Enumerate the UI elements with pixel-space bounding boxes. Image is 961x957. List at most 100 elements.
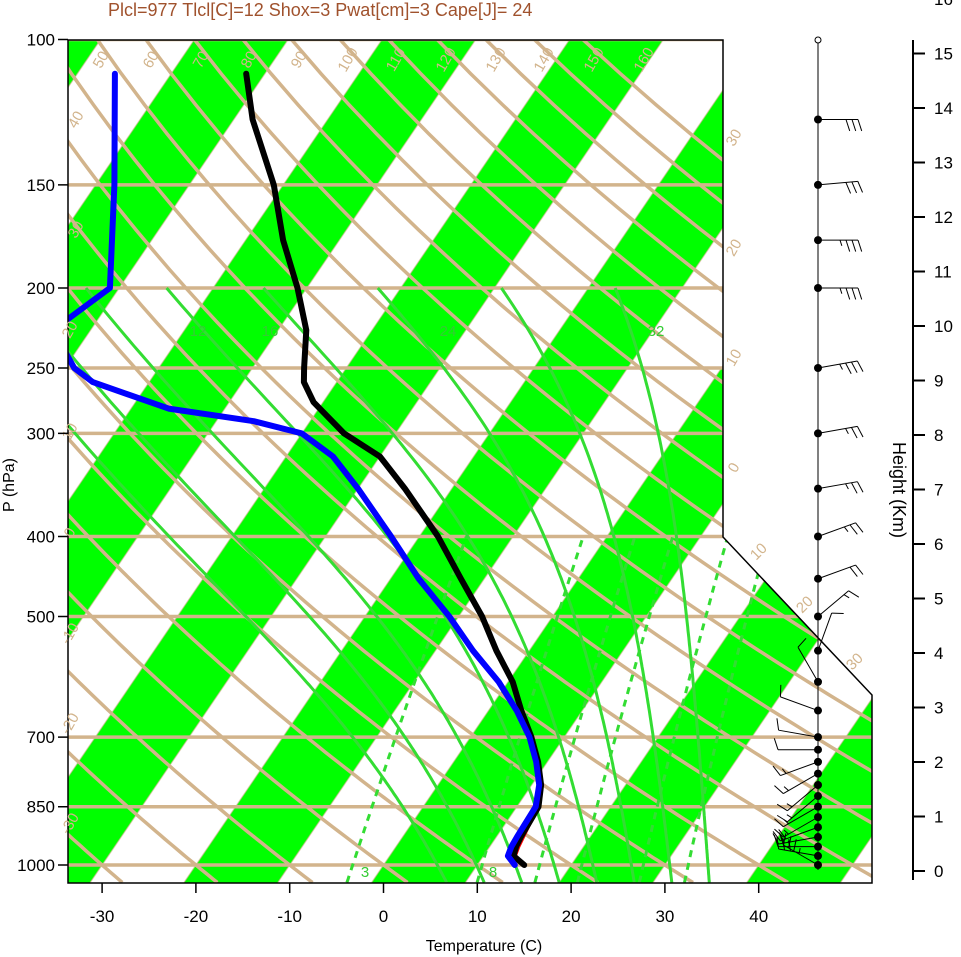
temperature-tick-label: 40	[749, 907, 768, 926]
wind-barb-half-feather	[843, 526, 849, 532]
isotherm-label: -10	[57, 620, 83, 647]
wind-barb-staff	[817, 612, 833, 651]
moist-adiabat	[68, 287, 448, 883]
wind-barb-staff	[783, 773, 819, 795]
height-tick-label: 13	[934, 154, 953, 173]
isotherm-label: 20	[59, 318, 82, 341]
wind-barb-staff	[817, 425, 858, 434]
isotherm-label: 30	[723, 126, 746, 149]
wind-barb-feather	[772, 831, 781, 842]
height-axis: 012345678910111213141516	[912, 0, 953, 881]
dry-adiabat	[68, 40, 872, 883]
temperature-band	[559, 40, 872, 883]
wind-barb-staff	[778, 729, 819, 738]
isotherm-line	[68, 40, 477, 883]
temperature-tick-label: 30	[655, 907, 674, 926]
height-tick-label: 11	[934, 263, 952, 282]
pressure-tick-label: 850	[27, 798, 55, 817]
mixing-ratio-label: 3	[361, 864, 369, 881]
wind-barb-feather	[849, 524, 858, 535]
wind-barb-feather	[845, 182, 852, 194]
mixing-ratio-line	[475, 536, 585, 883]
moist-adiabat	[613, 287, 711, 883]
wind-barb-half-feather	[786, 803, 793, 808]
wind-barb-feather	[776, 814, 788, 823]
height-tick-label: 12	[934, 208, 953, 227]
wind-barb-feather	[851, 427, 858, 439]
wind-barb-feather	[845, 119, 851, 132]
pressure-tick-label: 100	[27, 31, 55, 50]
pressure-axis: 100 150 200 250 300 400 500 700 850 1000	[17, 31, 68, 875]
wind-barb-staff	[780, 696, 819, 712]
isotherm-label: -20	[57, 710, 83, 737]
wind-barb-half-feather	[845, 428, 849, 435]
mixing-ratio-line	[345, 535, 468, 883]
wind-barb-feather	[856, 426, 864, 438]
dry-adiabat	[290, 40, 872, 883]
isotherm-line	[183, 40, 758, 883]
isotherm-line	[68, 40, 289, 883]
wind-barb-feather	[772, 833, 780, 845]
dry-adiabat	[68, 40, 872, 883]
dry-adiabat	[68, 40, 789, 883]
wind-barb-feather	[797, 637, 807, 648]
sounding-series	[68, 70, 545, 868]
isotherm-label: 10	[59, 420, 82, 443]
mixing-ratio-line	[575, 536, 675, 883]
chart-title: Plcl=977 Tlcl[C]=12 Shox=3 Pwat[cm]=3 Ca…	[108, 0, 532, 20]
wind-barb-feather	[845, 239, 851, 252]
moist-adiabat	[500, 287, 674, 883]
height-tick-label: 14	[934, 99, 953, 118]
wind-barb-feather	[845, 287, 851, 300]
isotherm-line	[68, 40, 571, 883]
wind-barb-staff	[780, 761, 819, 777]
wind-barb-half-feather	[786, 814, 793, 819]
isotherm-label: 40	[65, 108, 88, 131]
mixing-ratio-line	[637, 536, 730, 883]
mixing-ratio-label: 8	[489, 864, 497, 881]
wind-barb-feather	[774, 818, 784, 828]
dry-adiabat	[68, 40, 872, 883]
isotherm-label: 60	[140, 48, 163, 71]
wind-barb-feather	[857, 181, 863, 193]
wind-barb-staff	[817, 360, 858, 369]
mixing-ratio-line	[683, 536, 770, 883]
moist-adiabat	[84, 287, 524, 883]
wind-top-marker	[814, 36, 822, 44]
wind-barb-staff	[780, 826, 819, 842]
isotherm-line	[68, 40, 383, 883]
temperature-tick-label: -10	[277, 907, 302, 926]
isotherm-label: 20	[723, 236, 746, 259]
pressure-tick-label: 200	[27, 279, 55, 298]
mixing-ratio-line	[533, 536, 637, 883]
height-tick-label: 1	[934, 808, 943, 827]
dry-adiabat	[338, 40, 872, 883]
height-tick-label: 3	[934, 699, 943, 718]
dry-adiabat	[241, 40, 872, 883]
dry-adiabat	[68, 40, 314, 883]
isotherm-label: 30	[65, 218, 88, 241]
temperature-tick-label: 10	[468, 907, 487, 926]
wind-barb-feather	[855, 564, 864, 575]
wind-barb-staff	[783, 844, 819, 866]
wind-barb-feather	[848, 590, 860, 598]
wind-barb-half-feather	[845, 483, 849, 490]
temperature-band	[746, 40, 872, 883]
wind-barb-feather	[851, 482, 858, 494]
wind-barb-feather	[776, 718, 780, 731]
mixing-ratio-label: 32	[648, 323, 665, 340]
temperature-tick-label: 0	[379, 907, 388, 926]
wind-barb-staff	[778, 848, 819, 857]
wind-barb-staff	[817, 481, 858, 490]
mixing-ratio-label: 16	[262, 323, 279, 340]
dry-adiabat	[68, 40, 599, 883]
wind-barb-staff	[817, 180, 858, 186]
wind-barb-feather	[774, 785, 784, 794]
wind-barb-staff	[817, 564, 856, 580]
wind-barb-feather	[851, 287, 857, 300]
wind-barb-half-feather	[783, 829, 789, 835]
wind-barb-half-feather	[781, 768, 787, 774]
wind-barb-staff	[787, 795, 819, 823]
wind-barb-feather	[857, 119, 863, 132]
isotherm-label: 100	[334, 45, 361, 75]
